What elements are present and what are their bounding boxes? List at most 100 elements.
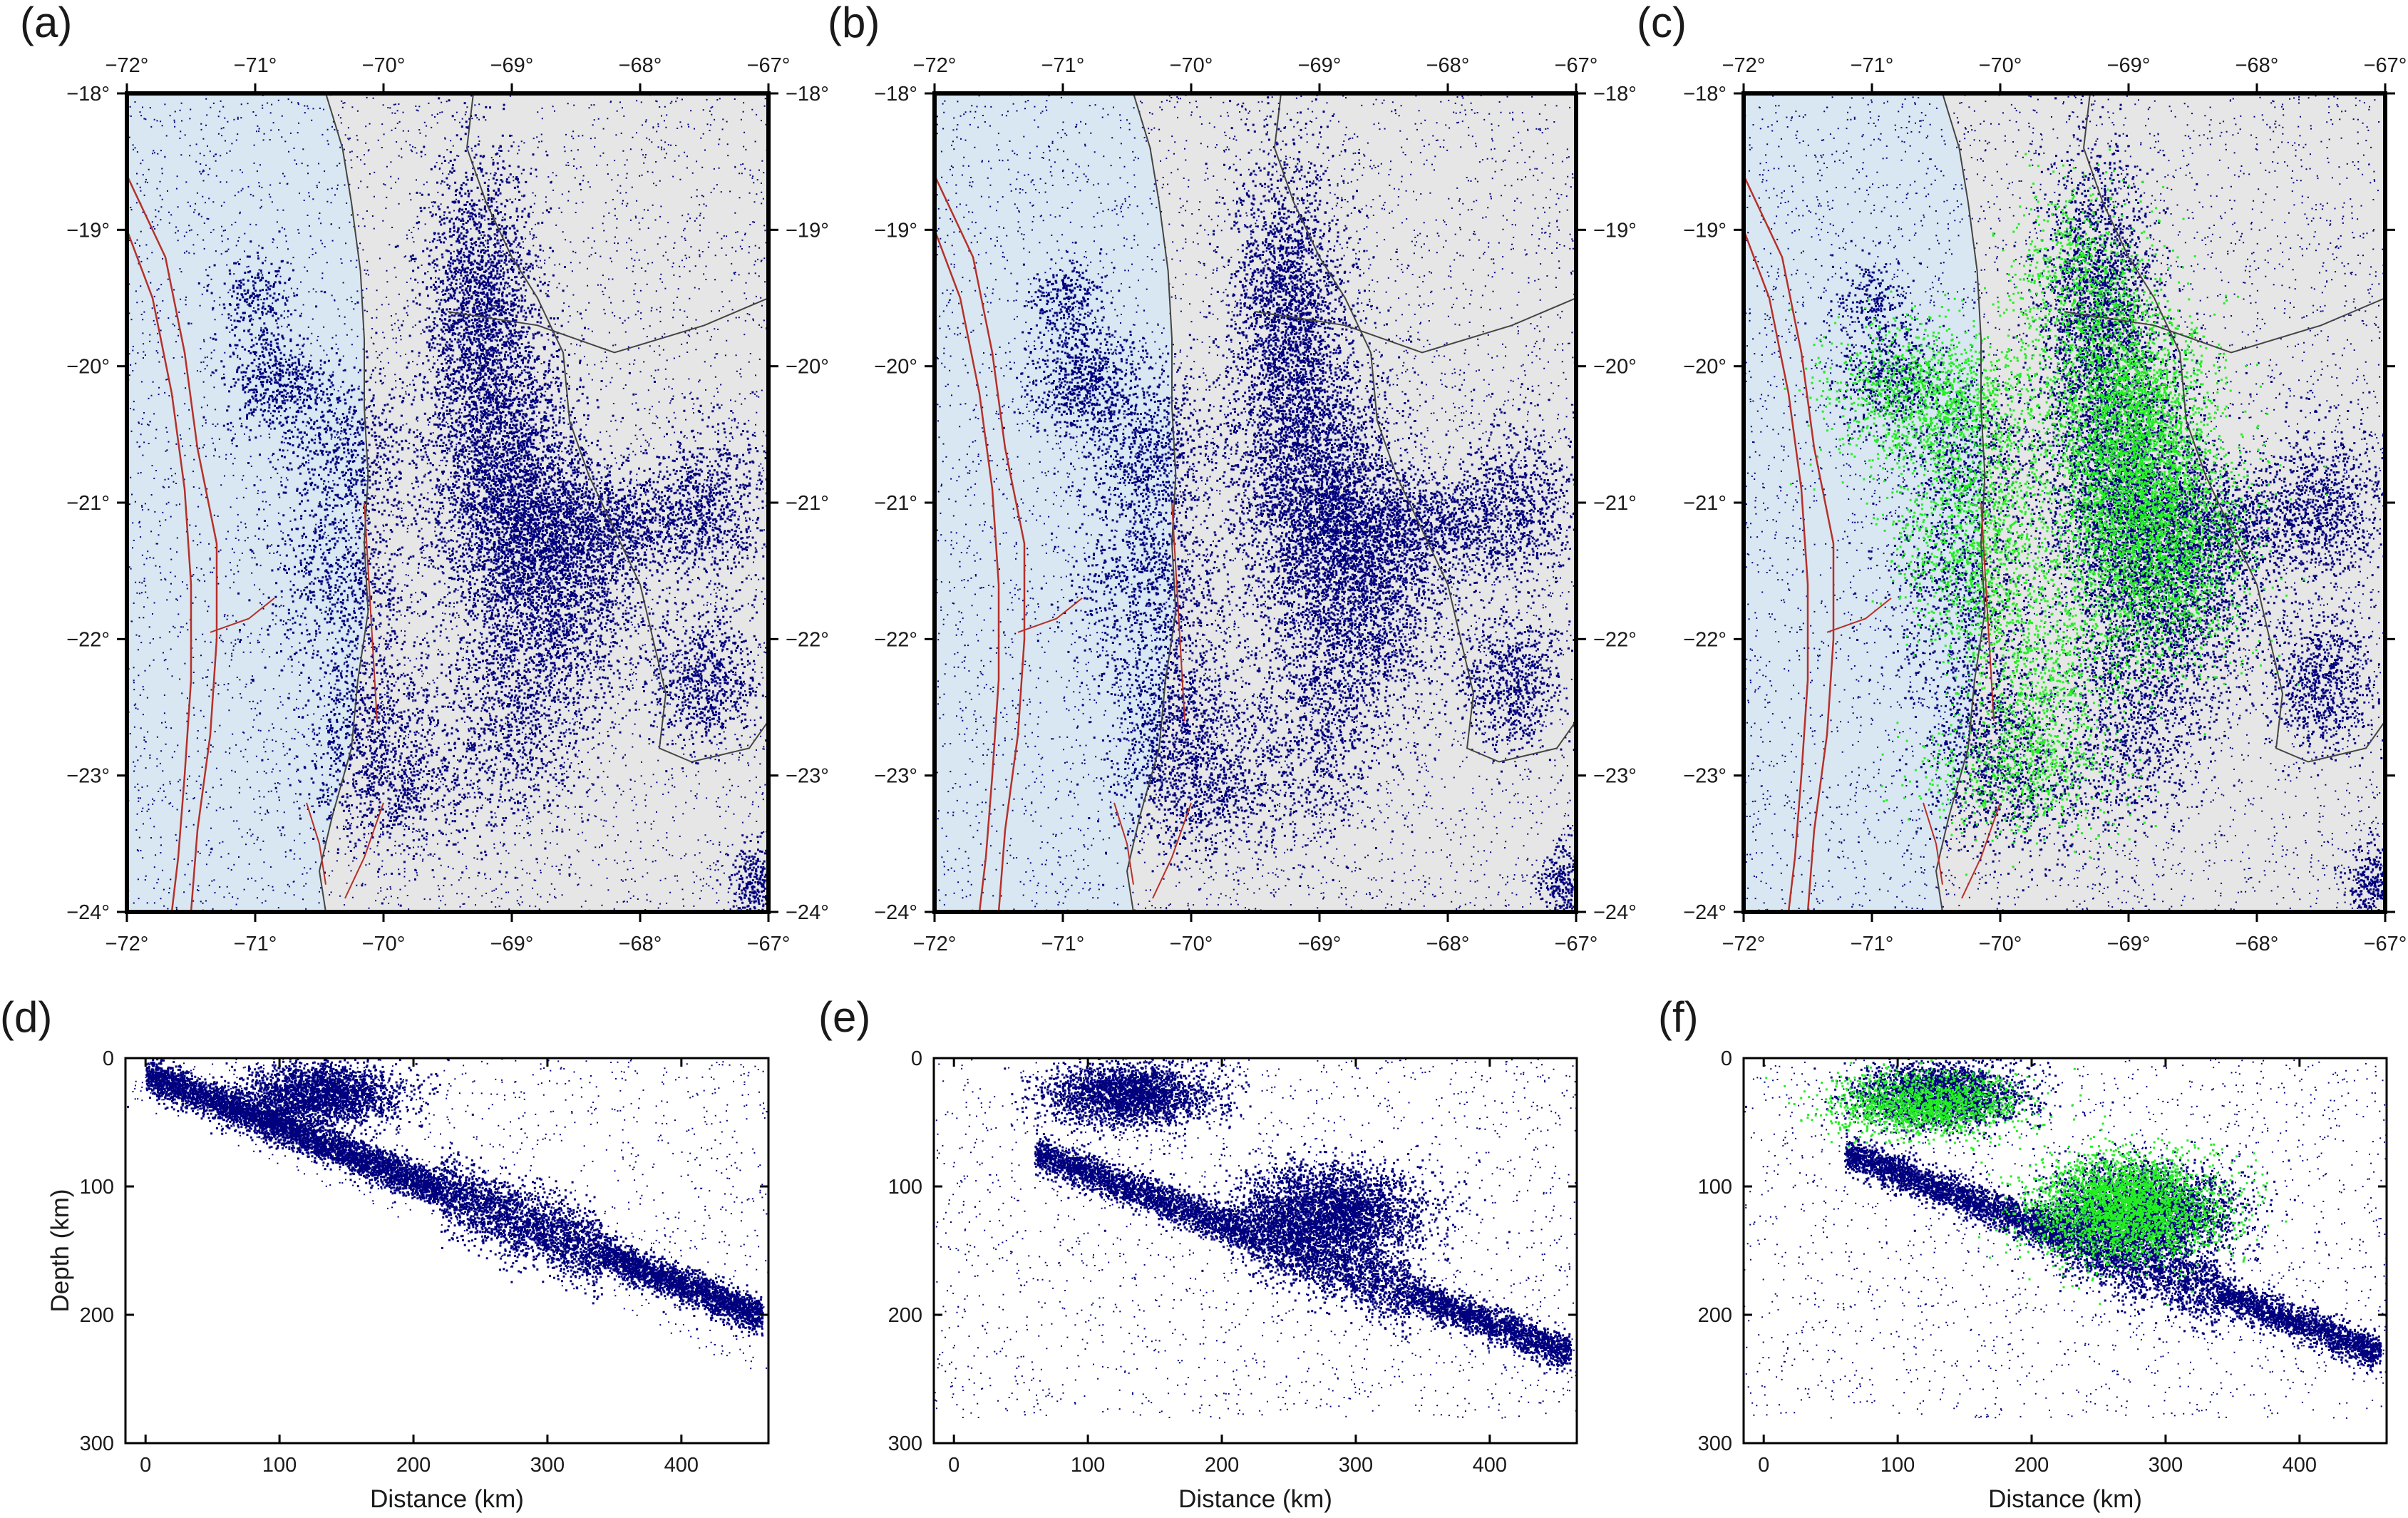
map-plot-area <box>127 64 834 948</box>
lon-tick-label-top: −68° <box>1426 54 1470 77</box>
lon-tick-label-top: −69° <box>1298 54 1342 77</box>
panel-letter: (b) <box>828 0 880 46</box>
lon-tick-label-top: −70° <box>362 54 406 77</box>
lon-tick-label-bottom: −71° <box>234 933 277 955</box>
lat-tick-label-left: −23° <box>66 765 110 788</box>
lon-tick-label-bottom: −68° <box>2235 933 2279 955</box>
depth-tick-label: 100 <box>1698 1176 1732 1199</box>
lon-tick-label-bottom: −68° <box>619 933 662 955</box>
lon-tick-label-bottom: −67° <box>2364 933 2407 955</box>
distance-tick-label: 0 <box>1758 1454 1769 1477</box>
lon-tick-label-top: −67° <box>2364 54 2407 77</box>
lon-tick-label-top: −72° <box>913 54 957 77</box>
lat-tick-label-right: −22° <box>786 628 829 651</box>
lat-tick-label-right: −23° <box>786 765 829 788</box>
lat-tick-label-left: −20° <box>66 356 110 379</box>
lat-tick-label-left: −23° <box>1683 765 1727 788</box>
depth-tick-label: 0 <box>103 1047 114 1070</box>
lon-tick-label-top: −71° <box>1851 54 1894 77</box>
panel-letter: (c) <box>1637 0 1687 46</box>
depth-tick-label: 100 <box>888 1176 922 1199</box>
lat-tick-label-right: −23° <box>1593 765 1637 788</box>
lon-tick-label-top: −68° <box>2235 54 2279 77</box>
distance-axis-title: Distance (km) <box>1988 1485 2142 1513</box>
lat-tick-label-left: −19° <box>1683 219 1727 242</box>
lat-tick-label-left: −20° <box>1683 356 1727 379</box>
lon-tick-label-bottom: −70° <box>1170 933 1213 955</box>
lon-tick-label-bottom: −67° <box>747 933 791 955</box>
distance-tick-label: 300 <box>2149 1454 2183 1477</box>
map-plot-area <box>1744 43 2408 944</box>
lat-tick-label-right: −21° <box>1593 492 1637 515</box>
lon-tick-label-top: −69° <box>490 54 534 77</box>
lat-tick-label-left: −21° <box>66 492 110 515</box>
lat-tick-label-right: −24° <box>786 901 829 924</box>
lon-tick-label-top: −70° <box>1979 54 2022 77</box>
map-plot-area <box>935 89 1657 938</box>
distance-tick-label: 400 <box>2283 1454 2317 1477</box>
lat-tick-label-right: −22° <box>1593 628 1637 651</box>
distance-tick-label: 200 <box>396 1454 431 1477</box>
map-panel-3: (c)−72°−72°−71°−71°−70°−70°−69°−69°−68°−… <box>1637 0 2408 955</box>
lon-tick-label-top: −71° <box>1041 54 1085 77</box>
lat-tick-label-left: −24° <box>66 901 110 924</box>
lat-tick-label-right: −21° <box>786 492 829 515</box>
lat-tick-label-left: −24° <box>874 901 917 924</box>
distance-tick-label: 300 <box>1339 1454 1373 1477</box>
lon-tick-label-bottom: −71° <box>1041 933 1085 955</box>
section-plot-area <box>125 1042 768 1443</box>
lat-tick-label-right: −18° <box>1593 83 1637 106</box>
lon-tick-label-top: −67° <box>1555 54 1598 77</box>
depth-tick-label: 0 <box>911 1047 922 1070</box>
lat-tick-label-right: −19° <box>1593 219 1637 242</box>
lat-tick-label-left: −21° <box>1683 492 1727 515</box>
distance-axis-title: Distance (km) <box>370 1485 524 1513</box>
distance-tick-label: 200 <box>2015 1454 2049 1477</box>
distance-tick-label: 0 <box>140 1454 151 1477</box>
map-panel-1: (a)−72°−72°−71°−71°−70°−70°−69°−69°−68°−… <box>20 0 834 955</box>
lat-tick-label-right: −20° <box>786 356 829 379</box>
depth-tick-label: 300 <box>1698 1432 1732 1455</box>
lon-tick-label-bottom: −72° <box>1722 933 1766 955</box>
lon-tick-label-bottom: −68° <box>1426 933 1470 955</box>
lat-tick-label-left: −18° <box>66 83 110 106</box>
depth-tick-label: 200 <box>888 1304 922 1327</box>
lat-tick-label-left: −20° <box>874 356 917 379</box>
lat-tick-label-left: −19° <box>874 219 917 242</box>
distance-tick-label: 0 <box>948 1454 959 1477</box>
relief-ocean <box>127 93 368 912</box>
lon-tick-label-top: −72° <box>106 54 149 77</box>
lat-tick-label-left: −18° <box>1683 83 1727 106</box>
lat-tick-label-right: −20° <box>1593 356 1637 379</box>
lon-tick-label-top: −72° <box>1722 54 1766 77</box>
lat-tick-label-right: −18° <box>786 83 829 106</box>
lon-tick-label-top: −69° <box>2107 54 2151 77</box>
lon-tick-label-bottom: −67° <box>1555 933 1598 955</box>
panel-letter: (f) <box>1658 993 1699 1041</box>
depth-tick-label: 300 <box>888 1432 922 1455</box>
lat-tick-label-left: −22° <box>1683 628 1727 651</box>
lon-tick-label-top: −67° <box>747 54 791 77</box>
lat-tick-label-right: −24° <box>1593 901 1637 924</box>
panel-letter: (d) <box>0 993 52 1041</box>
panel-letter: (e) <box>818 993 870 1041</box>
depth-axis-title: Depth (km) <box>46 1189 74 1312</box>
depth-tick-label: 300 <box>80 1432 114 1455</box>
lon-tick-label-bottom: −70° <box>1979 933 2022 955</box>
lat-tick-label-left: −23° <box>874 765 917 788</box>
lat-tick-label-left: −22° <box>874 628 917 651</box>
lon-tick-label-bottom: −72° <box>913 933 957 955</box>
depth-tick-label: 200 <box>80 1304 114 1327</box>
distance-tick-label: 400 <box>664 1454 699 1477</box>
panel-letter: (a) <box>20 0 72 46</box>
lon-tick-label-top: −70° <box>1170 54 1213 77</box>
lon-tick-label-top: −71° <box>234 54 277 77</box>
distance-tick-label: 200 <box>1205 1454 1239 1477</box>
lat-tick-label-left: −18° <box>874 83 917 106</box>
lat-tick-label-left: −19° <box>66 219 110 242</box>
lon-tick-label-bottom: −70° <box>362 933 406 955</box>
